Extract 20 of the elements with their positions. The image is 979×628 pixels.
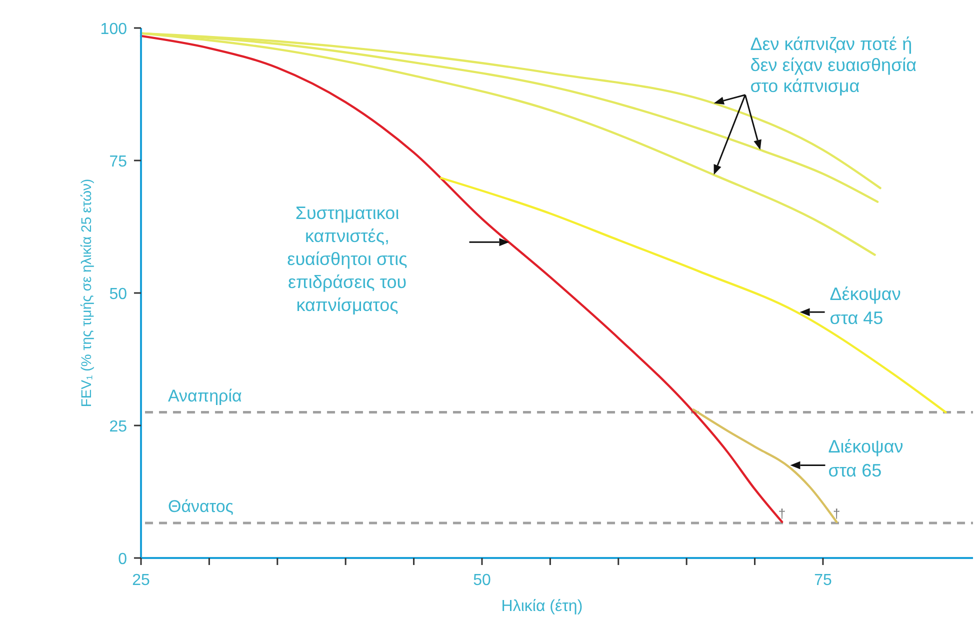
annotation: Δέκοψαν στα 45 xyxy=(830,284,901,328)
y-axis-title: FEV₁ (% της τιμής σε ηλικία 25 ετών) xyxy=(78,178,94,408)
annotation: † xyxy=(778,506,786,521)
y-tick-label: 100 xyxy=(100,21,128,38)
ref-line-label: Αναπηρία xyxy=(168,386,242,406)
annotation: Συστηματικοι καπνιστές, ευαίσθητοι στις επιδράσεις του καπνίσματος xyxy=(287,203,408,316)
x-axis-title: Ηλικία (έτη) xyxy=(501,598,583,615)
ref-line-label: Θάνατος xyxy=(168,497,234,516)
x-tick-label: 75 xyxy=(814,572,832,589)
line-series xyxy=(140,34,784,524)
y-tick-label: 0 xyxy=(118,551,128,568)
y-tick-label: 50 xyxy=(109,286,128,303)
line-series xyxy=(440,176,947,414)
y-tick-label: 25 xyxy=(109,418,128,436)
annotation: Δεν κάπνιζαν ποτέ ή δεν είχαν ευαισθησία στο κάπνισμα xyxy=(750,34,917,96)
y-tick-label: 75 xyxy=(109,154,128,170)
x-tick-label: 50 xyxy=(473,572,491,589)
annotation: † xyxy=(832,506,840,521)
annotation: Διέκοψαν στα 65 xyxy=(828,436,904,480)
x-tick-label: 25 xyxy=(132,572,150,589)
